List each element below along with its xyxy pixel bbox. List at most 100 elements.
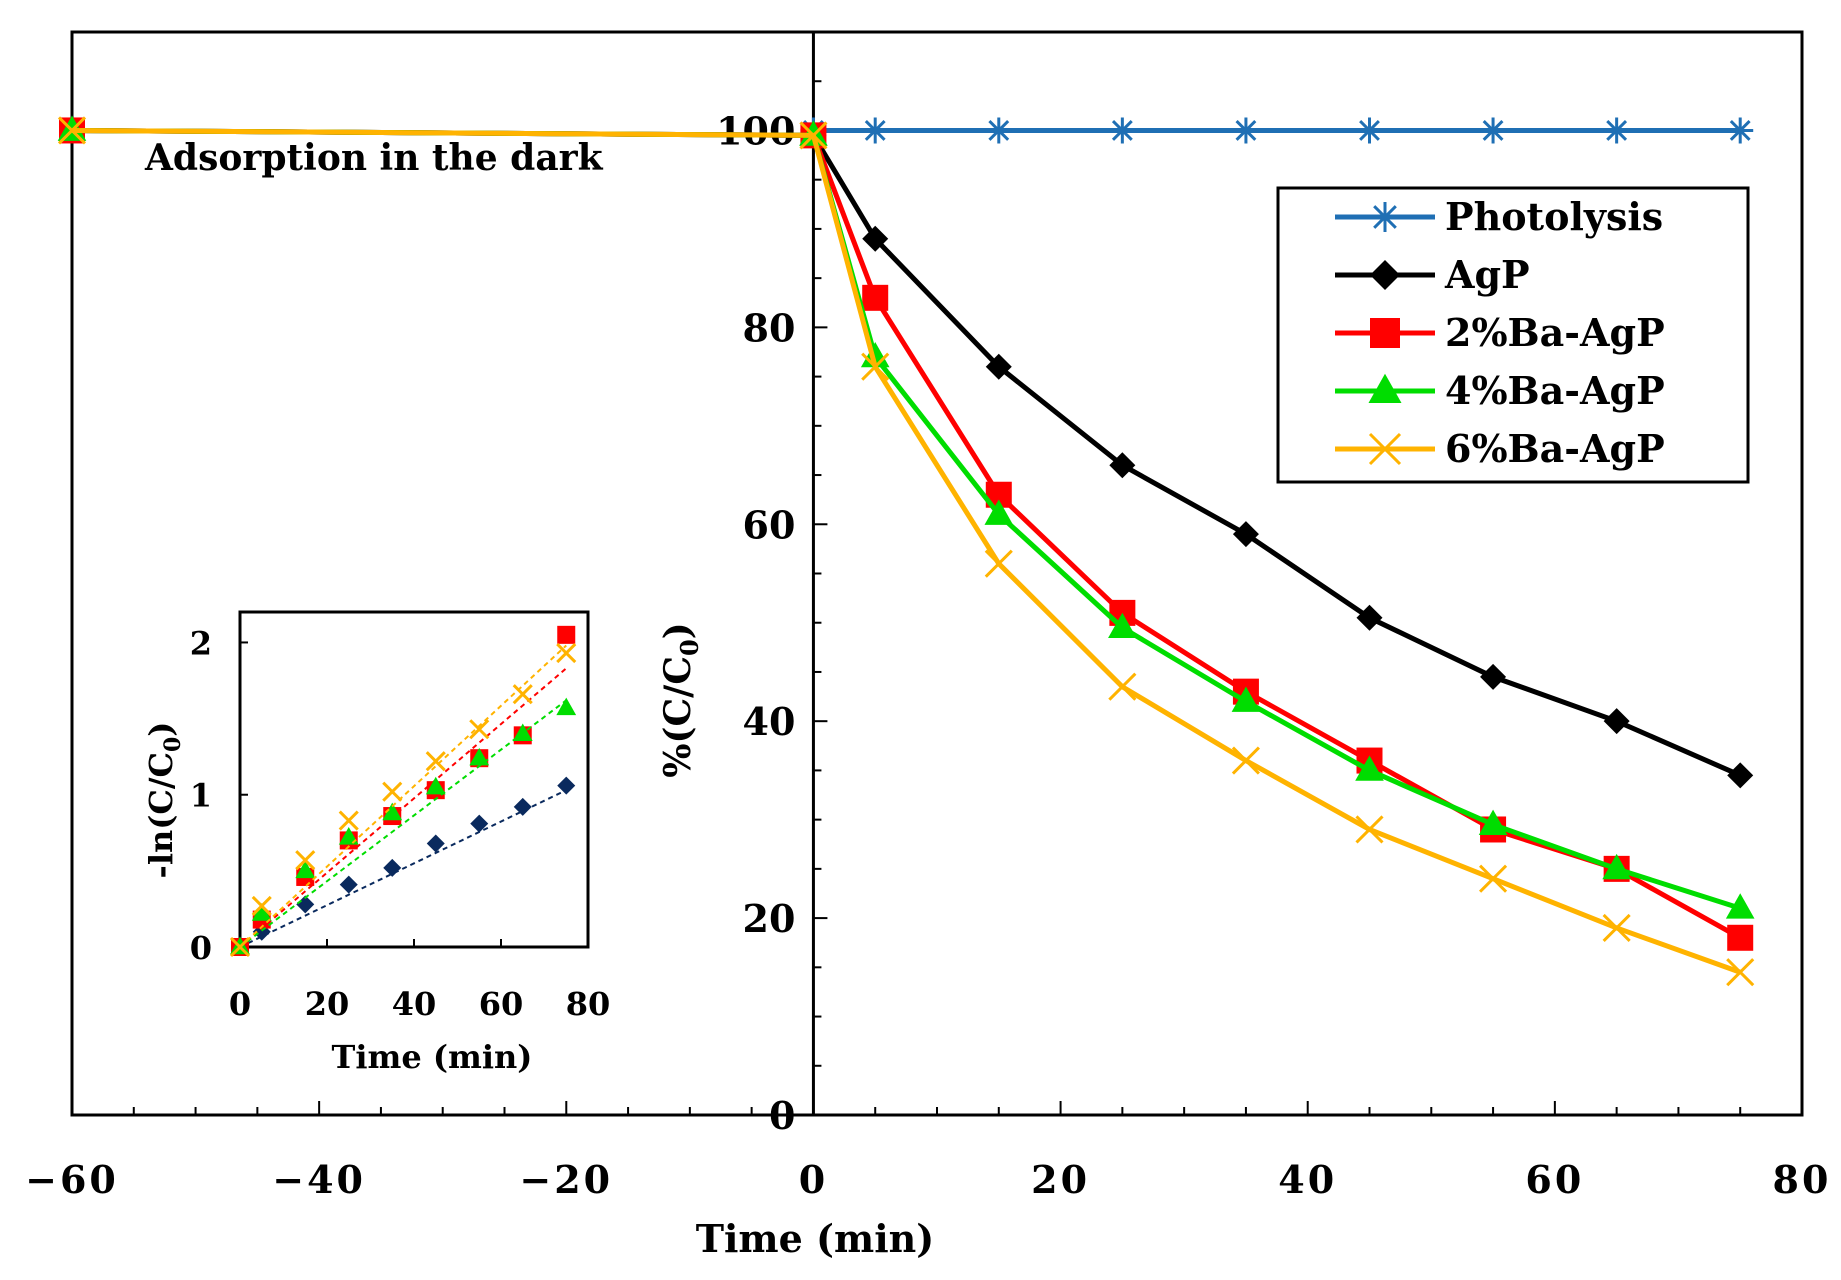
data-point-photolysis xyxy=(1109,117,1136,144)
inset-data-point-6pct-ba-agp xyxy=(556,643,577,664)
x-axis-title: Time (min) xyxy=(696,1216,935,1261)
data-point-agp xyxy=(862,225,889,252)
y-tick-label: 80 xyxy=(743,305,796,350)
data-point-4pct-ba-agp xyxy=(1108,612,1137,639)
y-axis-title-end: ) xyxy=(657,622,699,639)
inset-fit-line-agp xyxy=(239,789,567,948)
inset-data-point-4pct-ba-agp xyxy=(295,860,316,879)
inset-y-axis-title-end: ) xyxy=(142,722,180,737)
inset-data-point-agp xyxy=(383,858,402,877)
legend-marker-photolysis xyxy=(1370,202,1400,232)
inset-data-point-agp xyxy=(339,875,358,894)
data-point-4pct-ba-agp xyxy=(1355,755,1384,781)
legend-label-4pct-ba-agp: 4%Ba-AgP xyxy=(1445,368,1665,413)
data-point-agp xyxy=(1232,521,1259,548)
legend: Photolysis AgP 2%Ba-AgP 4%Ba-AgP 6%Ba-AgP xyxy=(1276,186,1750,484)
inset-data-point-6pct-ba-agp xyxy=(425,751,446,772)
main-series-group xyxy=(57,115,1755,987)
annotation-adsorption: Adsorption in the dark xyxy=(144,137,604,179)
data-point-4pct-ba-agp xyxy=(1725,893,1755,919)
inset-data-point-2pct-ba-agp xyxy=(557,625,576,644)
data-point-photolysis xyxy=(1480,117,1507,144)
data-point-photolysis xyxy=(1727,117,1754,144)
data-point-photolysis xyxy=(985,117,1012,144)
inset-data-point-agp xyxy=(513,797,532,816)
legend-marker-6pct-ba-agp xyxy=(1368,432,1402,466)
series-line-agp xyxy=(71,127,1742,778)
data-point-agp xyxy=(1603,708,1630,735)
y-tick-label: 40 xyxy=(743,699,796,744)
y-tick-label: 100 xyxy=(716,108,795,153)
x-tick-label: 80 xyxy=(1773,1157,1832,1202)
x-tick-label: 20 xyxy=(1031,1157,1090,1202)
x-tick-label: 40 xyxy=(1278,1157,1337,1202)
inset-data-point-4pct-ba-agp xyxy=(251,903,272,921)
data-point-agp xyxy=(1727,762,1754,789)
legend-marker-agp xyxy=(1370,260,1400,290)
data-point-agp xyxy=(1109,452,1136,479)
inset-data-point-4pct-ba-agp xyxy=(338,827,359,845)
inset-y-tick-label: 1 xyxy=(190,777,212,815)
inset-data-point-agp xyxy=(426,834,445,853)
inset-data-point-4pct-ba-agp xyxy=(425,776,446,795)
data-point-photolysis xyxy=(862,117,889,144)
inset-data-point-4pct-ba-agp xyxy=(382,802,403,821)
data-point-6pct-ba-agp xyxy=(1479,864,1508,893)
data-point-4pct-ba-agp xyxy=(1231,686,1261,712)
legend-marker-2pct-ba-agp xyxy=(1370,318,1400,348)
x-tick-label: −40 xyxy=(272,1157,366,1202)
series-line-6pct-ba-agp xyxy=(71,127,1742,975)
inset-y-axis-title-main: -ln(C/C xyxy=(142,752,180,878)
inset-data-point-6pct-ba-agp xyxy=(251,895,272,916)
inset-y-tick-label: 0 xyxy=(190,929,212,967)
inset-x-tick-label: 60 xyxy=(479,985,524,1023)
y-tick-label: 60 xyxy=(743,502,796,547)
data-point-photolysis xyxy=(1603,117,1630,144)
inset-y-axis-title: -ln(C/C0) xyxy=(142,722,186,879)
y-tick-label: 20 xyxy=(743,896,796,941)
data-point-6pct-ba-agp xyxy=(861,352,890,381)
data-point-photolysis xyxy=(1232,117,1259,144)
data-point-6pct-ba-agp xyxy=(1108,672,1137,701)
inset-x-tick-label: 20 xyxy=(305,985,350,1023)
x-tick-label: 0 xyxy=(799,1157,828,1202)
data-point-6pct-ba-agp xyxy=(1602,913,1631,942)
inset-data-point-6pct-ba-agp xyxy=(229,936,251,958)
x-tick-label: 60 xyxy=(1525,1157,1584,1202)
inset-data-point-4pct-ba-agp xyxy=(512,723,533,742)
data-point-6pct-ba-agp xyxy=(1231,746,1260,775)
data-point-4pct-ba-agp xyxy=(1602,853,1631,880)
y-axis-title-main: %(C/C xyxy=(657,656,699,778)
data-point-4pct-ba-agp xyxy=(57,115,87,141)
inset-data-point-6pct-ba-agp xyxy=(469,719,490,740)
legend-label-agp: AgP xyxy=(1444,252,1530,297)
inset-axis-ticks: 0 20 40 60 80 0 1 2 xyxy=(190,624,611,1023)
inset-data-point-4pct-ba-agp xyxy=(556,697,577,716)
inset-x-axis-title: Time (min) xyxy=(332,1038,533,1076)
inset-x-tick-label: 40 xyxy=(392,985,437,1023)
data-point-6pct-ba-agp xyxy=(984,549,1013,578)
inset-data-point-4pct-ba-agp xyxy=(469,747,490,766)
inset-data-point-6pct-ba-agp xyxy=(512,684,533,705)
inset-data-point-agp xyxy=(470,814,489,833)
inset-fit-line-6pct-ba-agp xyxy=(239,644,567,948)
data-point-4pct-ba-agp xyxy=(1478,809,1508,835)
inset-data-point-6pct-ba-agp xyxy=(382,781,403,802)
data-point-6pct-ba-agp xyxy=(799,121,828,150)
inset-y-axis-title-sub: 0 xyxy=(160,737,186,752)
inset-x-tick-label: 80 xyxy=(566,985,611,1023)
data-point-6pct-ba-agp xyxy=(1726,958,1755,987)
y-axis-title: %(C/C0) xyxy=(657,622,704,777)
data-point-photolysis xyxy=(1356,117,1383,144)
inset-series-4pct-ba-agp xyxy=(230,697,577,955)
data-point-2pct-ba-agp xyxy=(1727,924,1754,951)
data-point-2pct-ba-agp xyxy=(862,284,889,311)
series-6pct-ba-agp xyxy=(57,116,1755,987)
x-tick-label: −60 xyxy=(25,1157,119,1202)
inset-series-6pct-ba-agp xyxy=(229,643,577,958)
data-point-6pct-ba-agp xyxy=(1355,815,1384,844)
data-point-agp xyxy=(1480,663,1507,690)
series-photolysis xyxy=(800,117,1754,144)
